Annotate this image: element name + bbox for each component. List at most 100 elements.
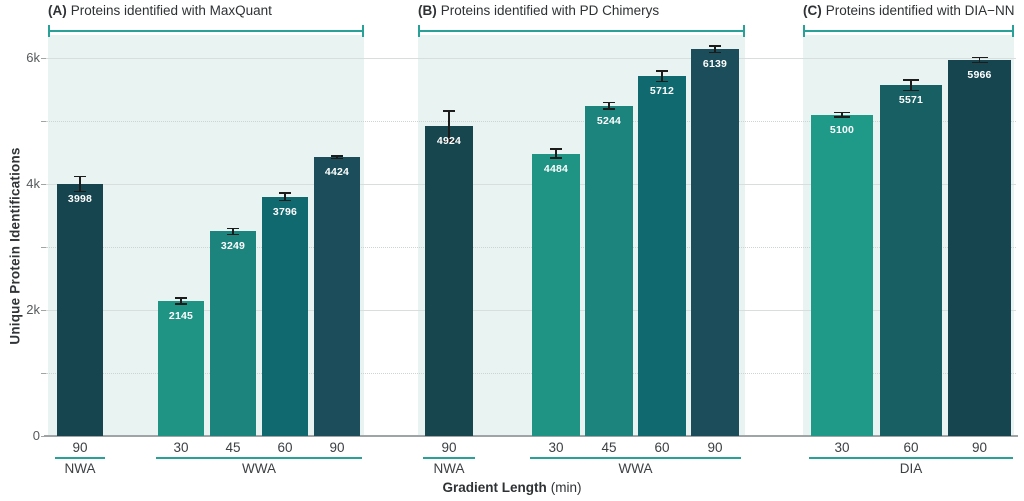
error-bar-cap-top: [709, 45, 721, 47]
error-bar-cap-bottom: [331, 157, 343, 160]
error-bar: [555, 148, 557, 159]
bar-value-label: 5966: [967, 69, 992, 82]
error-bar: [841, 111, 843, 118]
gridline-minor: [46, 121, 1016, 122]
bar: [314, 157, 360, 436]
y-tick-label: 4k: [26, 176, 40, 191]
bar: [691, 49, 739, 436]
error-bar-cap-bottom: [834, 116, 850, 118]
y-tick-mark: [41, 309, 46, 311]
error-bar: [910, 79, 912, 91]
error-bar-cap-top: [971, 56, 988, 59]
gridline-major: [46, 310, 1016, 311]
error-bar-cap-top: [834, 111, 850, 114]
error-bar-cap-bottom: [971, 61, 988, 64]
x-tick-label: 60: [277, 440, 293, 455]
error-bar-cap-top: [279, 192, 291, 194]
panel-title-prefix: (B): [418, 3, 437, 18]
bar-value-label: 5712: [649, 85, 675, 98]
y-tick-label: 2k: [26, 302, 40, 317]
bar: [811, 114, 873, 436]
error-bar-cap-top: [74, 175, 86, 178]
error-bar-cap-top: [656, 70, 668, 72]
bar-value-label: 6139: [702, 58, 728, 71]
error-bar-cap-bottom: [74, 190, 86, 193]
gridline-minor: [46, 247, 1016, 248]
group-label: WWA: [242, 461, 276, 476]
error-bar-cap-bottom: [903, 89, 919, 91]
bar: [585, 105, 633, 436]
error-bar-cap-top: [175, 297, 187, 299]
bar-value-label: 5244: [596, 114, 622, 127]
panel-bracket-cap-left: [803, 25, 805, 37]
bar: [638, 76, 686, 436]
error-bar: [714, 45, 716, 54]
panel-bracket-cap-right: [743, 25, 745, 37]
error-bar: [448, 110, 450, 142]
x-tick-label: 45: [225, 440, 241, 455]
panel-bracket: [803, 30, 1014, 32]
bar-value-label: 3249: [220, 240, 246, 253]
group-label: WWA: [618, 461, 653, 476]
bar-value-label: 4424: [324, 166, 350, 179]
y-tick-mark: [41, 435, 46, 437]
panel-title-text: Proteins identified with PD Chimerys: [440, 3, 660, 18]
gridline-major: [46, 184, 1016, 185]
group-underline: [423, 457, 475, 459]
group-underline: [156, 457, 362, 459]
error-bar-cap-top: [903, 79, 919, 81]
bar-value-label: 2145: [168, 309, 194, 322]
error-bar: [608, 101, 610, 110]
error-bar-cap-bottom: [443, 140, 455, 142]
bar: [210, 231, 256, 436]
y-tick-mark: [41, 246, 46, 248]
y-tick-mark: [41, 57, 46, 59]
x-tick-label: 30: [834, 440, 850, 455]
gridline-major: [46, 58, 1016, 59]
bar: [948, 60, 1011, 436]
error-bar-cap-bottom: [709, 51, 721, 54]
error-bar-cap-top: [227, 227, 239, 230]
bar-value-label: 5571: [898, 94, 924, 107]
panel-title: (B) Proteins identified with PD Chimerys: [418, 3, 659, 18]
bar: [262, 196, 308, 436]
error-bar: [336, 155, 338, 160]
bar: [57, 184, 103, 436]
bar: [532, 153, 580, 436]
x-axis-title-text: Gradient Length: [442, 480, 547, 495]
group-label: NWA: [433, 461, 465, 476]
error-bar-cap-top: [443, 110, 455, 112]
x-axis-title-unit: (min): [550, 480, 582, 495]
panel-title-prefix: (C): [803, 3, 822, 18]
x-tick-label: 60: [654, 440, 670, 455]
y-tick-label: 6k: [26, 50, 40, 65]
error-bar-cap-bottom: [279, 199, 291, 202]
panel-bracket-cap-left: [418, 25, 420, 37]
x-axis-line: [44, 435, 1018, 437]
x-axis-title: Gradient Length (min): [0, 480, 1024, 495]
panel-title: (C) Proteins identified with DIA−NN: [803, 3, 1014, 18]
error-bar: [661, 70, 663, 83]
x-tick-label: 90: [707, 440, 723, 455]
error-bar-cap-bottom: [550, 157, 562, 159]
bar-value-label: 3998: [67, 193, 93, 206]
error-bar-cap-bottom: [227, 233, 239, 236]
error-bar-cap-top: [550, 148, 562, 150]
error-bar-cap-top: [331, 155, 343, 157]
panel-bracket: [48, 30, 364, 32]
panel-title-text: Proteins identified with MaxQuant: [70, 3, 272, 18]
group-label: DIA: [899, 461, 923, 476]
error-bar: [180, 297, 182, 305]
error-bar: [978, 56, 981, 64]
panel-title-text: Proteins identified with DIA−NN: [825, 3, 1015, 18]
x-tick-label: 90: [72, 440, 88, 455]
bar-value-label: 5100: [829, 123, 855, 136]
error-bar: [284, 192, 286, 202]
panel-bracket-cap-left: [48, 25, 50, 37]
bar-value-label: 4484: [543, 162, 569, 175]
x-tick-label: 90: [329, 440, 345, 455]
group-underline: [55, 457, 105, 459]
y-tick-mark: [41, 372, 46, 374]
error-bar: [79, 175, 81, 193]
bar: [425, 125, 473, 436]
